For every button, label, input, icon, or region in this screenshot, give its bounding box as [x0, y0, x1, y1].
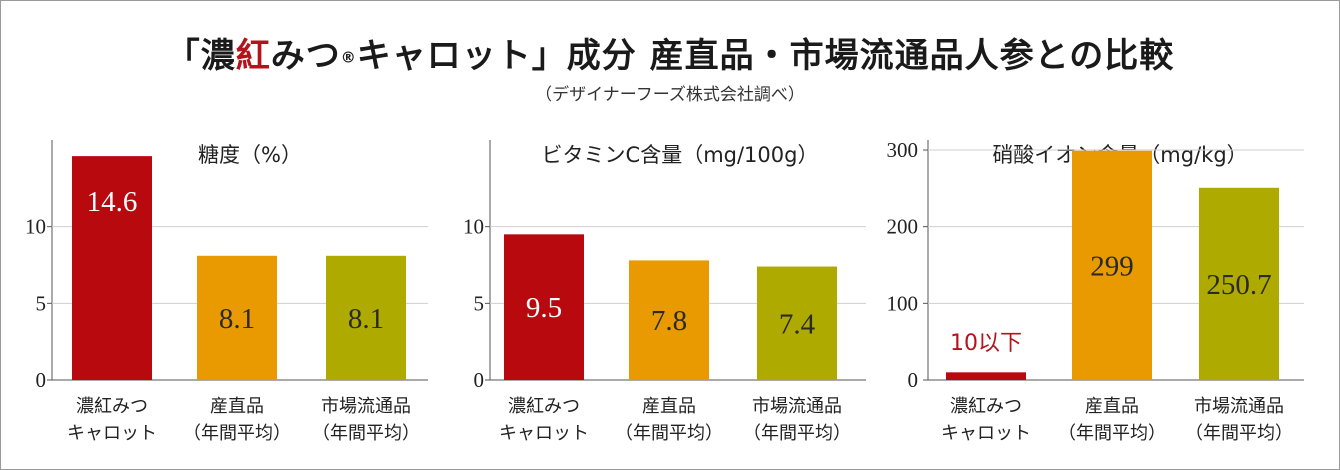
bar: [197, 255, 277, 380]
category-label: 産直品: [210, 396, 264, 417]
y-tick-label: 0: [36, 368, 47, 392]
category-label: （年間平均）: [615, 423, 723, 444]
data-label: 299: [1090, 250, 1134, 282]
page-title: 「濃紅みつ®キャロット」成分 産直品・市場流通品人参との比較: [165, 36, 1175, 76]
category-label: 濃紅みつ: [76, 396, 148, 417]
chart-title: 糖度（%）: [198, 143, 302, 167]
title-accent: 紅: [235, 36, 271, 76]
y-tick-label: 10: [463, 215, 484, 239]
bar: [1199, 187, 1279, 380]
category-label: 市場流通品: [1194, 396, 1284, 417]
category-label: 市場流通品: [321, 396, 411, 417]
y-tick-label: 5: [36, 291, 47, 315]
bar: [629, 260, 709, 380]
data-label: 14.6: [87, 186, 138, 218]
y-tick-label: 100: [887, 291, 919, 315]
bar: [946, 372, 1026, 380]
registered-mark: ®: [340, 48, 357, 67]
bar: [1072, 150, 1152, 380]
y-tick-label: 10: [25, 215, 46, 239]
y-tick-label: 200: [887, 215, 919, 239]
category-label: 産直品: [1085, 396, 1139, 417]
category-label: （年間平均）: [312, 423, 420, 444]
category-label: （年間平均）: [743, 423, 851, 444]
data-label: 7.4: [779, 308, 816, 340]
bar: [504, 234, 584, 380]
category-label: （年間平均）: [183, 423, 291, 444]
data-label: 8.1: [348, 303, 384, 335]
page-subtitle: （デザイナーフーズ株式会社調べ）: [535, 85, 805, 105]
y-tick-label: 0: [474, 368, 485, 392]
data-label: 9.5: [526, 292, 562, 324]
chart-title: ビタミンC含量（mg/100g）: [542, 143, 819, 167]
bar: [72, 156, 152, 380]
category-label: キャロット: [941, 423, 1031, 444]
y-tick-label: 5: [474, 291, 485, 315]
category-label: （年間平均）: [1058, 423, 1166, 444]
bar: [757, 266, 837, 380]
data-label: 250.7: [1206, 269, 1271, 301]
category-label: キャロット: [499, 423, 589, 444]
category-label: 濃紅みつ: [950, 396, 1022, 417]
data-label: 7.8: [651, 305, 687, 337]
y-tick-label: 300: [887, 138, 919, 162]
category-label: 産直品: [642, 396, 696, 417]
data-label: 8.1: [219, 303, 255, 335]
category-label: キャロット: [67, 423, 157, 444]
bar: [326, 255, 406, 380]
category-label: 濃紅みつ: [508, 396, 580, 417]
category-label: （年間平均）: [1185, 423, 1293, 444]
data-label: 10以下: [950, 331, 1022, 356]
y-tick-label: 0: [908, 368, 919, 392]
category-label: 市場流通品: [752, 396, 842, 417]
